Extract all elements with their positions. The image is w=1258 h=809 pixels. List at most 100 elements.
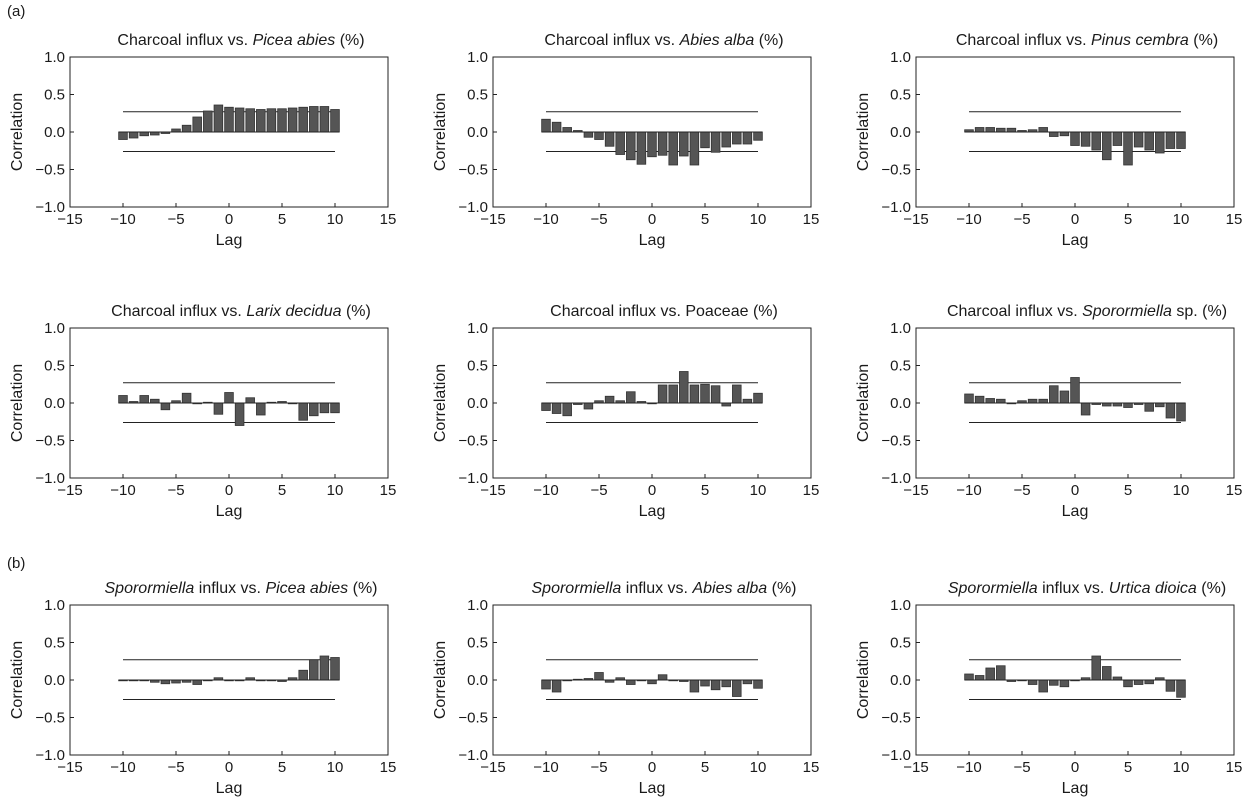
bar	[1155, 402, 1165, 408]
x-tick-label: −5	[167, 482, 184, 499]
x-tick-label: 5	[701, 211, 709, 228]
chart-title-part: (%)	[767, 580, 796, 597]
chart-title: Sporormiella influx vs. Picea abies (%)	[105, 580, 378, 597]
bar	[700, 679, 710, 687]
y-axis-label: Correlation	[9, 93, 26, 171]
y-tick-label: 0.0	[467, 124, 488, 141]
bar	[668, 384, 678, 404]
chart-title-part: (%)	[335, 32, 364, 49]
bar	[277, 108, 287, 133]
chart-title-part: Sporormiella	[948, 580, 1038, 597]
bar	[996, 127, 1006, 133]
chart-title-part: (%)	[754, 32, 783, 49]
y-axis-label: Correlation	[432, 93, 449, 171]
y-axis-label: Correlation	[432, 641, 449, 719]
bar	[657, 384, 668, 404]
x-axis-label: Lag	[639, 503, 666, 520]
chart-title-part: Charcoal influx vs.	[111, 303, 246, 320]
x-tick-label: 0	[1071, 759, 1079, 776]
bar	[974, 395, 985, 404]
bar	[583, 131, 594, 138]
bar	[330, 402, 340, 414]
x-tick-label: 10	[327, 482, 344, 499]
y-tick-label: 1.0	[890, 320, 911, 337]
bar	[330, 657, 340, 681]
bar	[985, 127, 995, 133]
bar	[985, 398, 995, 404]
x-tick-label: −5	[1013, 759, 1030, 776]
bar	[266, 108, 277, 133]
bar	[1059, 679, 1070, 688]
x-axis-label: Lag	[639, 780, 666, 797]
bar	[626, 391, 636, 404]
bar	[721, 679, 731, 688]
y-tick-label: 1.0	[890, 49, 911, 66]
x-tick-label: 15	[1226, 759, 1243, 776]
bar	[647, 679, 657, 685]
chart-title-part: Charcoal influx vs. Poaceae (%)	[550, 303, 778, 320]
x-tick-label: −10	[110, 482, 135, 499]
chart-panel-6: Charcoal influx vs. Sporormiella sp. (%)…	[855, 303, 1242, 520]
bar	[150, 398, 160, 404]
chart-title-part: Charcoal influx vs.	[947, 303, 1082, 320]
y-tick-label: −1.0	[881, 747, 911, 764]
bar	[245, 108, 255, 133]
y-tick-label: −1.0	[458, 747, 488, 764]
x-axis-label: Lag	[639, 232, 666, 249]
chart-title: Charcoal influx vs. Larix decidua (%)	[111, 303, 371, 320]
bar	[1123, 131, 1133, 166]
chart-title-part: Abies alba	[679, 32, 755, 49]
bar	[319, 655, 330, 681]
x-tick-label: −15	[57, 211, 82, 228]
bar	[224, 106, 234, 133]
y-tick-label: −0.5	[881, 433, 911, 450]
y-tick-label: −1.0	[458, 470, 488, 487]
chart-panel-4: Charcoal influx vs. Larix decidua (%) −15…	[9, 303, 396, 520]
bar	[309, 106, 319, 133]
chart-title-part: (%)	[348, 580, 377, 597]
x-tick-label: 5	[1124, 211, 1132, 228]
x-tick-label: 15	[803, 759, 820, 776]
bar	[964, 673, 974, 681]
bar	[541, 679, 551, 690]
y-tick-label: 0.0	[44, 124, 65, 141]
x-tick-label: −10	[956, 759, 981, 776]
bar	[604, 131, 615, 147]
bar	[213, 104, 224, 133]
y-tick-label: 1.0	[467, 320, 488, 337]
y-tick-label: −0.5	[458, 433, 488, 450]
bar	[245, 397, 255, 404]
bar	[551, 121, 562, 133]
chart-title: Charcoal influx vs. Sporormiella sp. (%)	[947, 303, 1227, 320]
bar	[1038, 398, 1048, 404]
bar	[298, 106, 308, 133]
chart-title-part: Sporormiella	[532, 580, 622, 597]
x-tick-label: −10	[956, 482, 981, 499]
x-tick-label: 0	[225, 211, 233, 228]
bar	[118, 395, 128, 404]
bar	[298, 669, 308, 681]
bar	[541, 402, 551, 411]
bar	[964, 393, 974, 404]
chart-title-part: influx vs.	[194, 580, 265, 597]
x-tick-label: 5	[278, 211, 286, 228]
bar	[234, 107, 245, 133]
chart-title: Charcoal influx vs. Picea abies (%)	[117, 32, 364, 49]
x-tick-label: 5	[701, 482, 709, 499]
x-tick-label: −5	[590, 211, 607, 228]
bar	[1091, 655, 1101, 681]
bar	[689, 384, 700, 404]
bar	[679, 371, 689, 404]
bar	[160, 402, 171, 411]
y-tick-label: 0.5	[467, 87, 488, 104]
x-tick-label: 5	[1124, 759, 1132, 776]
y-tick-label: 0.5	[44, 87, 65, 104]
x-tick-label: 5	[278, 482, 286, 499]
bar	[213, 402, 224, 415]
bar	[1123, 402, 1133, 408]
bar	[974, 127, 985, 133]
bar	[192, 679, 202, 685]
bar	[604, 395, 615, 404]
bar	[541, 118, 551, 133]
bar	[330, 109, 340, 133]
